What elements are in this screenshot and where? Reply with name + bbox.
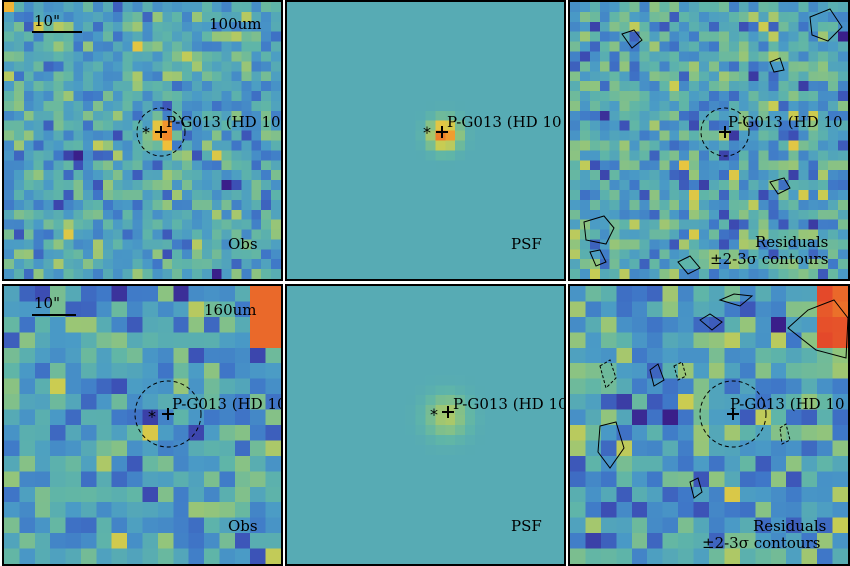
scale-bar-label: 10" (34, 294, 60, 312)
panel-residual-100: P-G013 (HD 10 Residuals ±2-3σ contours (568, 0, 850, 281)
cross-marker (727, 408, 739, 420)
cross-marker (162, 408, 174, 420)
image-obs-160 (4, 286, 281, 564)
overlay-psf-160: * (430, 405, 454, 424)
cross-marker (436, 126, 448, 138)
aperture-circle (134, 380, 202, 448)
residual-label-2: ±2-3σ contours (710, 250, 829, 268)
panel-type-label: Obs (228, 517, 258, 535)
cross-marker (719, 126, 731, 138)
asterisk-marker: * (148, 407, 156, 426)
contours (597, 293, 848, 499)
overlay-obs-100: * (136, 107, 186, 157)
image-residual-160 (570, 286, 848, 564)
residual-label-1: Residuals (753, 517, 827, 535)
asterisk-marker: * (430, 405, 438, 424)
panel-obs-160: * 10" 160um P-G013 (HD 10 Obs (2, 284, 283, 566)
residual-label-1: Residuals (755, 233, 829, 251)
panel-obs-100: * 10" 100um P-G013 (HD 10 Obs (2, 0, 283, 281)
panel-residual-160: P-G013 (HD 10 Residuals ±2-3σ contours (568, 284, 850, 566)
image-psf-160 (287, 286, 564, 564)
overlay-residual-100 (583, 8, 843, 275)
residual-label-2: ±2-3σ contours (702, 534, 821, 552)
overlay-obs-160: * (134, 380, 202, 448)
source-label: P-G013 (HD 10 (172, 395, 283, 413)
aperture-circle (700, 107, 750, 157)
panel-type-label: PSF (511, 235, 542, 253)
panel-type-label: Obs (228, 235, 258, 253)
source-label: P-G013 (HD 10 (166, 113, 281, 131)
overlay-residual-160 (597, 293, 848, 499)
aperture-circle (699, 380, 767, 448)
aperture-circle (136, 107, 186, 157)
image-obs-100 (4, 2, 281, 279)
band-label: 100um (209, 15, 262, 33)
scale-bar-line (32, 314, 76, 316)
image-residual-100 (570, 2, 848, 279)
overlay-psf-100: * (423, 123, 448, 142)
band-label: 160um (204, 301, 257, 319)
scale-bar-line (32, 31, 82, 33)
scale-bar-label: 10" (34, 12, 60, 30)
source-label: P-G013 (HD 10 (730, 395, 845, 413)
image-psf-100 (287, 2, 564, 279)
asterisk-marker: * (142, 123, 150, 142)
panel-type-label: PSF (511, 517, 542, 535)
panel-psf-160: * P-G013 (HD 10 PSF (285, 284, 566, 566)
source-label: P-G013 (HD 10 (453, 395, 566, 413)
source-label: P-G013 (HD 10 (447, 113, 562, 131)
contours (583, 8, 843, 275)
cross-marker (155, 126, 167, 138)
source-label: P-G013 (HD 10 (728, 113, 843, 131)
asterisk-marker: * (423, 123, 431, 142)
panel-psf-100: * P-G013 (HD 10 PSF (285, 0, 566, 281)
cross-marker (442, 406, 454, 418)
